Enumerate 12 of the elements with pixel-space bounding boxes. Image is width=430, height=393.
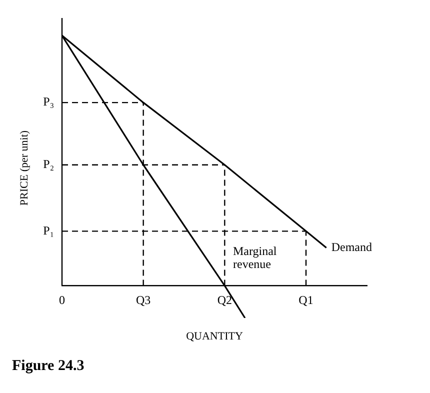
series-label: Marginal revenue	[233, 244, 278, 272]
ref-line-label: P₁	[43, 223, 54, 238]
text: Figure 24.3	[12, 358, 86, 375]
series-label: Demand	[331, 240, 372, 254]
ref-line-label: P₃	[43, 94, 54, 109]
x-tick-label: Q3	[136, 293, 151, 308]
ref-line-label: P₂	[43, 157, 54, 172]
x-tick-label: Q1	[298, 293, 314, 308]
y-axis-title: PRICE (per unit)	[18, 130, 30, 206]
x-tick-label: 0	[59, 293, 65, 308]
x-tick-label: Q2	[217, 293, 232, 308]
x-axis-title: QUANTITY	[186, 330, 243, 343]
